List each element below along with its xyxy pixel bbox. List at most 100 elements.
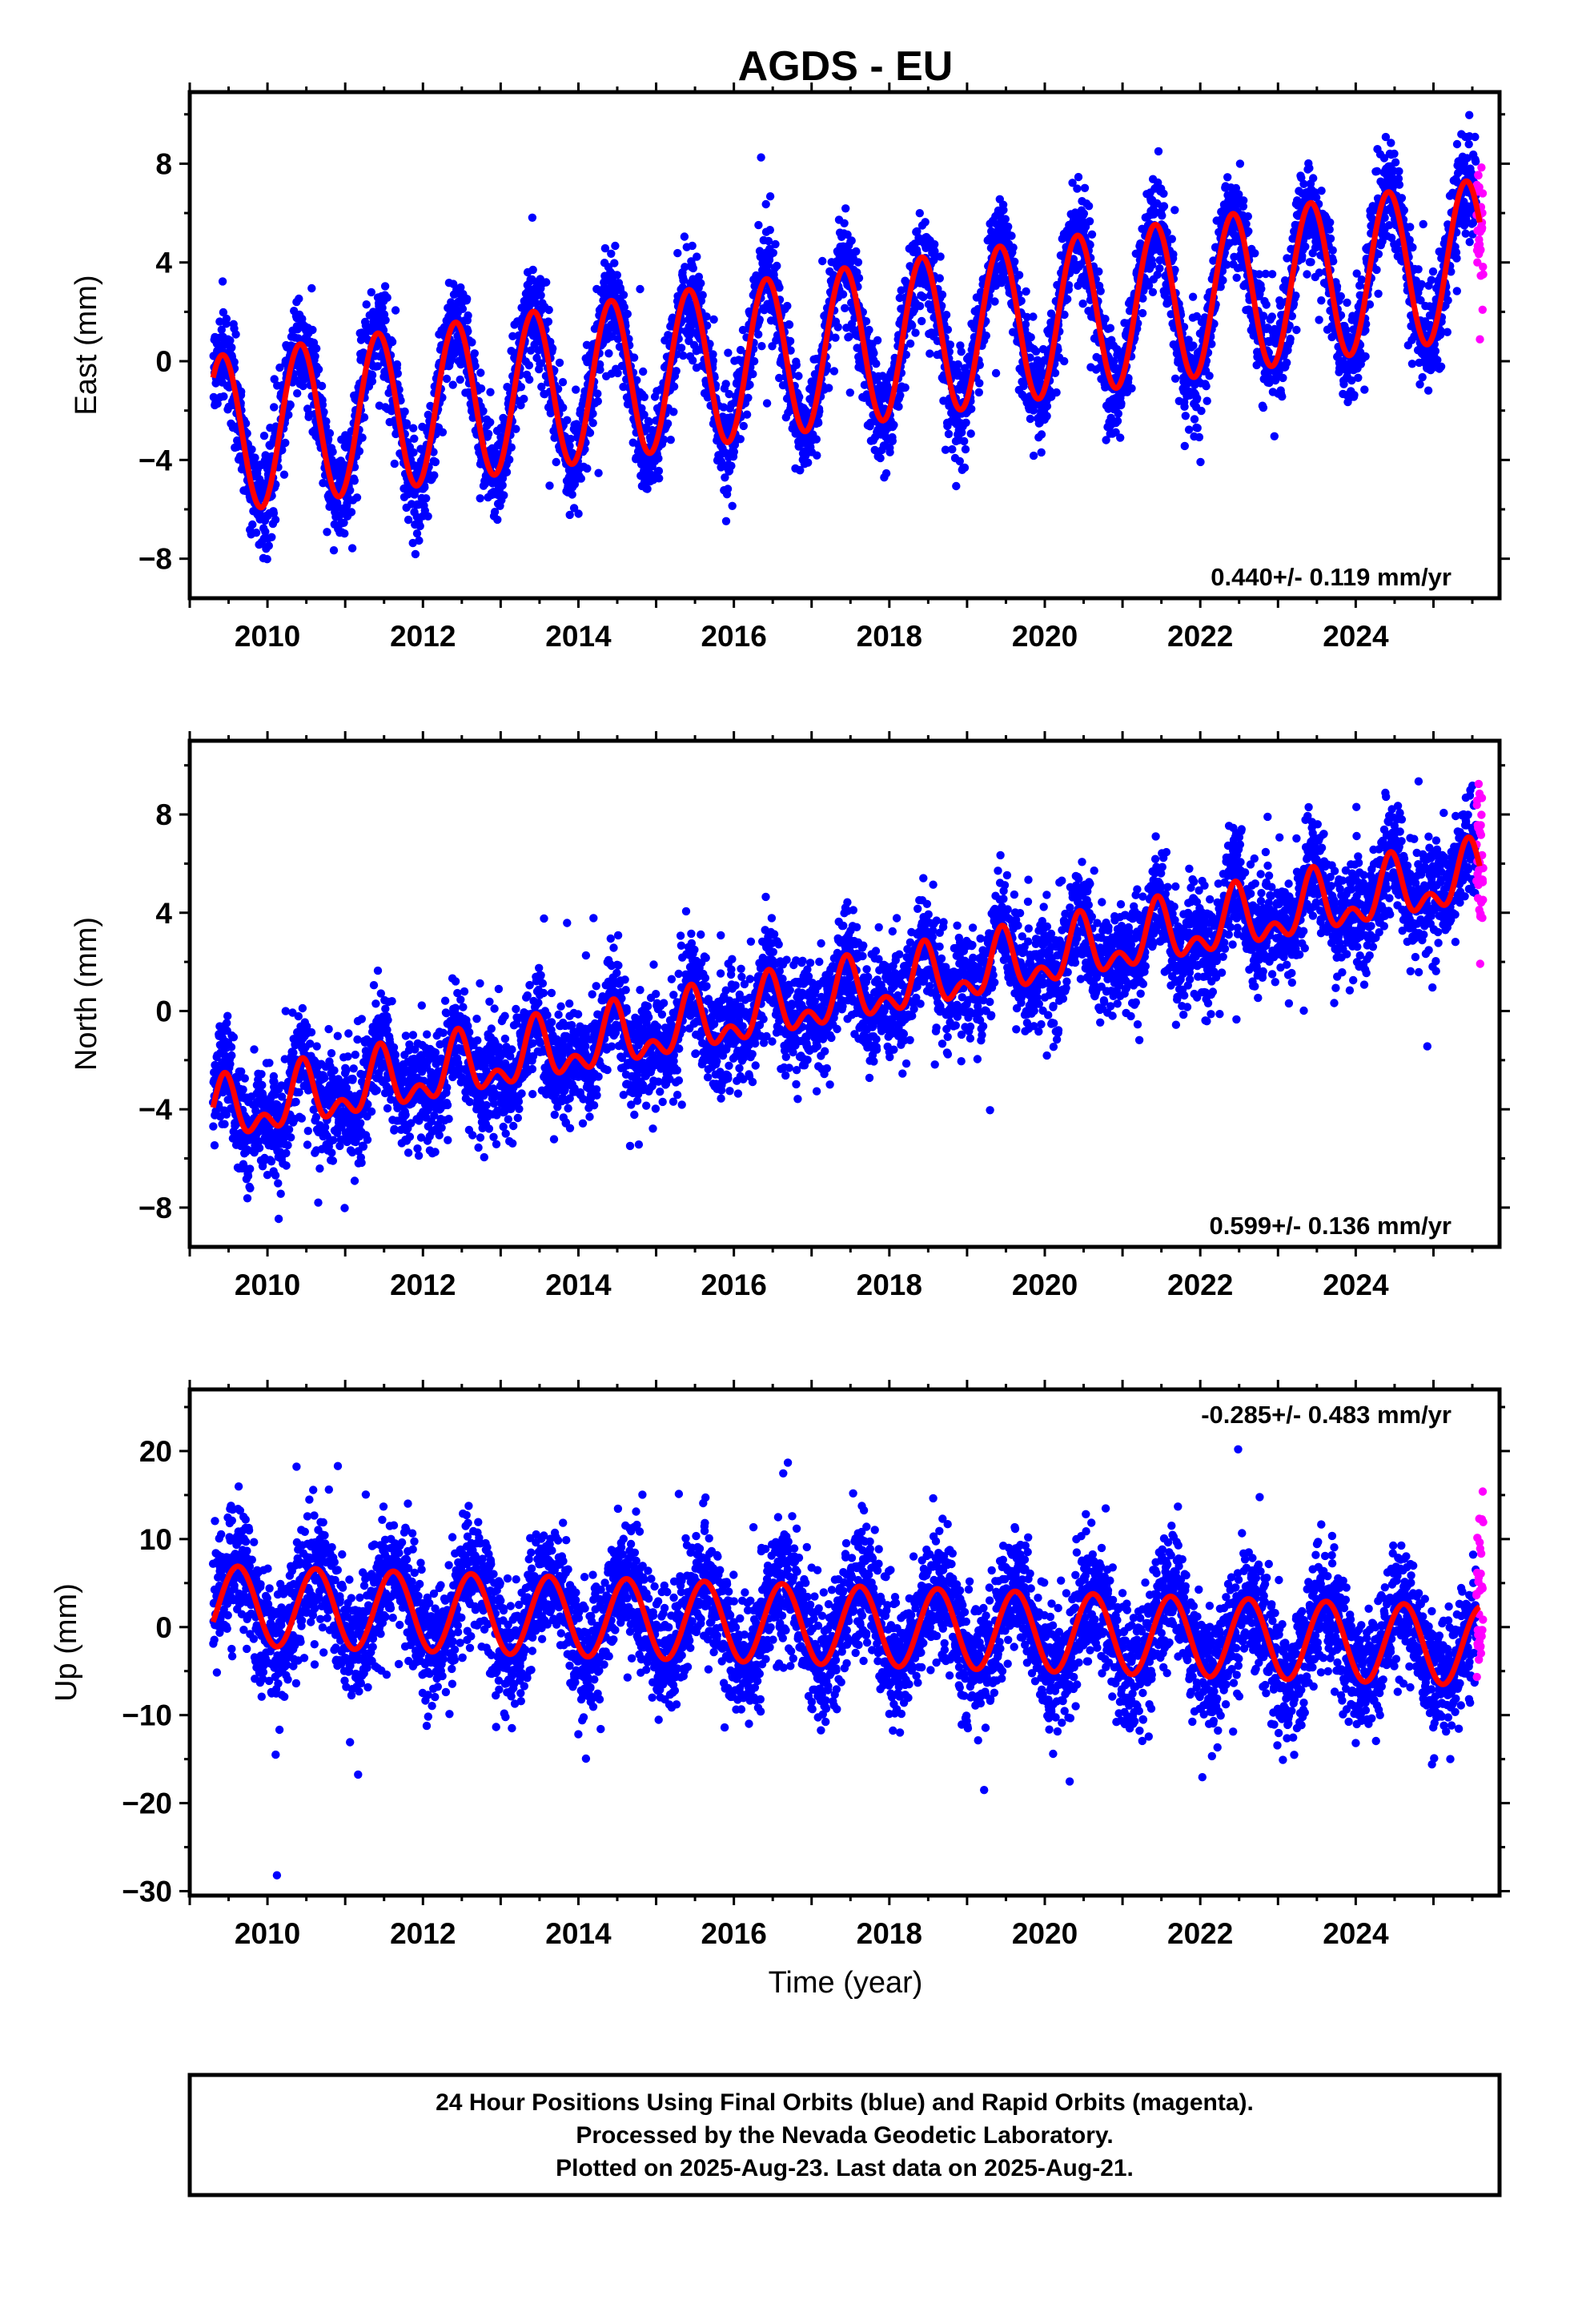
east-final-point xyxy=(693,252,701,261)
east-final-point xyxy=(749,369,757,379)
east-final-point xyxy=(771,239,780,249)
east-final-point xyxy=(267,533,276,541)
east-final-point xyxy=(544,305,553,315)
east-final-point xyxy=(524,361,534,370)
east-final-point xyxy=(219,392,228,401)
east-final-point xyxy=(340,529,349,538)
east-final-point xyxy=(259,432,269,440)
east-final-point xyxy=(355,447,364,456)
east-final-point xyxy=(307,283,316,293)
east-final-point xyxy=(1278,392,1287,401)
east-final-point xyxy=(1279,373,1287,383)
east-final-point xyxy=(724,348,733,357)
east-final-point xyxy=(915,209,925,218)
east-final-point xyxy=(593,396,602,406)
east-final-point xyxy=(773,261,781,271)
east-final-point xyxy=(1257,284,1266,293)
east-final-point xyxy=(1223,173,1232,182)
east-final-point xyxy=(814,418,823,428)
east-final-point xyxy=(1116,433,1125,442)
east-final-point xyxy=(237,387,246,396)
east-final-point xyxy=(669,408,678,416)
east-final-point xyxy=(962,418,970,427)
east-final-point xyxy=(311,352,319,361)
east-final-point xyxy=(270,375,279,384)
east-final-point xyxy=(339,518,348,527)
east-final-point xyxy=(672,367,681,376)
east-final-point xyxy=(757,153,765,162)
east-final-point xyxy=(594,468,603,477)
east-final-point xyxy=(727,461,736,470)
east-final-point xyxy=(525,375,534,384)
east-final-point xyxy=(744,393,753,402)
east-final-point xyxy=(825,384,833,392)
east-final-point xyxy=(926,349,934,358)
east-final-point xyxy=(739,421,748,431)
east-final-point xyxy=(764,236,773,246)
east-final-point xyxy=(1101,315,1110,324)
east-final-point xyxy=(558,378,568,387)
east-final-point xyxy=(230,357,239,367)
east-final-point xyxy=(1074,172,1083,182)
east-final-point xyxy=(999,206,1008,215)
east-final-point xyxy=(319,408,328,416)
east-final-point xyxy=(754,220,763,230)
east-final-point xyxy=(512,424,520,433)
east-final-point xyxy=(404,515,413,525)
east-final-point xyxy=(248,520,257,529)
east-final-point xyxy=(317,381,327,391)
east-final-point xyxy=(1063,295,1072,304)
east-final-point xyxy=(613,368,622,378)
east-final-point xyxy=(952,481,961,491)
east-final-point xyxy=(448,380,457,389)
east-final-point xyxy=(1113,416,1122,425)
east-final-point xyxy=(415,536,424,545)
east-final-point xyxy=(411,549,420,559)
east-final-point xyxy=(829,367,839,376)
east-final-point xyxy=(861,317,871,326)
east-final-point xyxy=(1084,202,1094,211)
east-final-point xyxy=(659,435,669,444)
east-final-point xyxy=(1305,163,1314,173)
east-final-point xyxy=(532,299,540,308)
east-final-point xyxy=(500,491,508,500)
east-final-point xyxy=(545,481,554,490)
east-final-point xyxy=(600,243,610,253)
east-final-point xyxy=(493,515,502,525)
east-final-point xyxy=(982,332,991,340)
east-final-point xyxy=(725,389,733,399)
east-final-point xyxy=(1094,267,1103,276)
east-final-point xyxy=(572,385,580,394)
east-final-point xyxy=(468,338,476,347)
east-final-point xyxy=(655,474,664,483)
east-final-point xyxy=(1014,271,1024,279)
east-final-point xyxy=(604,349,613,358)
east-final-point xyxy=(559,403,568,412)
east-final-point xyxy=(293,389,302,398)
east-final-point xyxy=(679,275,689,285)
east-final-point xyxy=(761,199,770,209)
east-final-point xyxy=(456,283,465,292)
east-final-point xyxy=(1303,270,1311,279)
east-final-point xyxy=(585,428,595,437)
east-final-point xyxy=(783,301,792,311)
east-final-point xyxy=(409,448,418,457)
east-final-point xyxy=(1037,430,1046,439)
east-final-point xyxy=(1159,202,1169,211)
east-final-point xyxy=(1009,243,1018,252)
east-final-point xyxy=(502,468,512,476)
east-final-point xyxy=(476,368,485,377)
east-final-point xyxy=(1026,414,1035,424)
east-final-point xyxy=(227,343,236,352)
east-final-point xyxy=(1326,234,1335,243)
east-final-point xyxy=(261,527,270,537)
east-final-point xyxy=(312,344,321,353)
east-final-point xyxy=(1052,388,1061,397)
east-final-point xyxy=(218,277,227,286)
east-final-point xyxy=(490,508,500,517)
east-final-point xyxy=(845,388,855,397)
east-final-point xyxy=(380,282,390,291)
east-final-point xyxy=(381,316,390,324)
east-final-point xyxy=(680,232,689,241)
east-final-point xyxy=(1079,209,1089,218)
